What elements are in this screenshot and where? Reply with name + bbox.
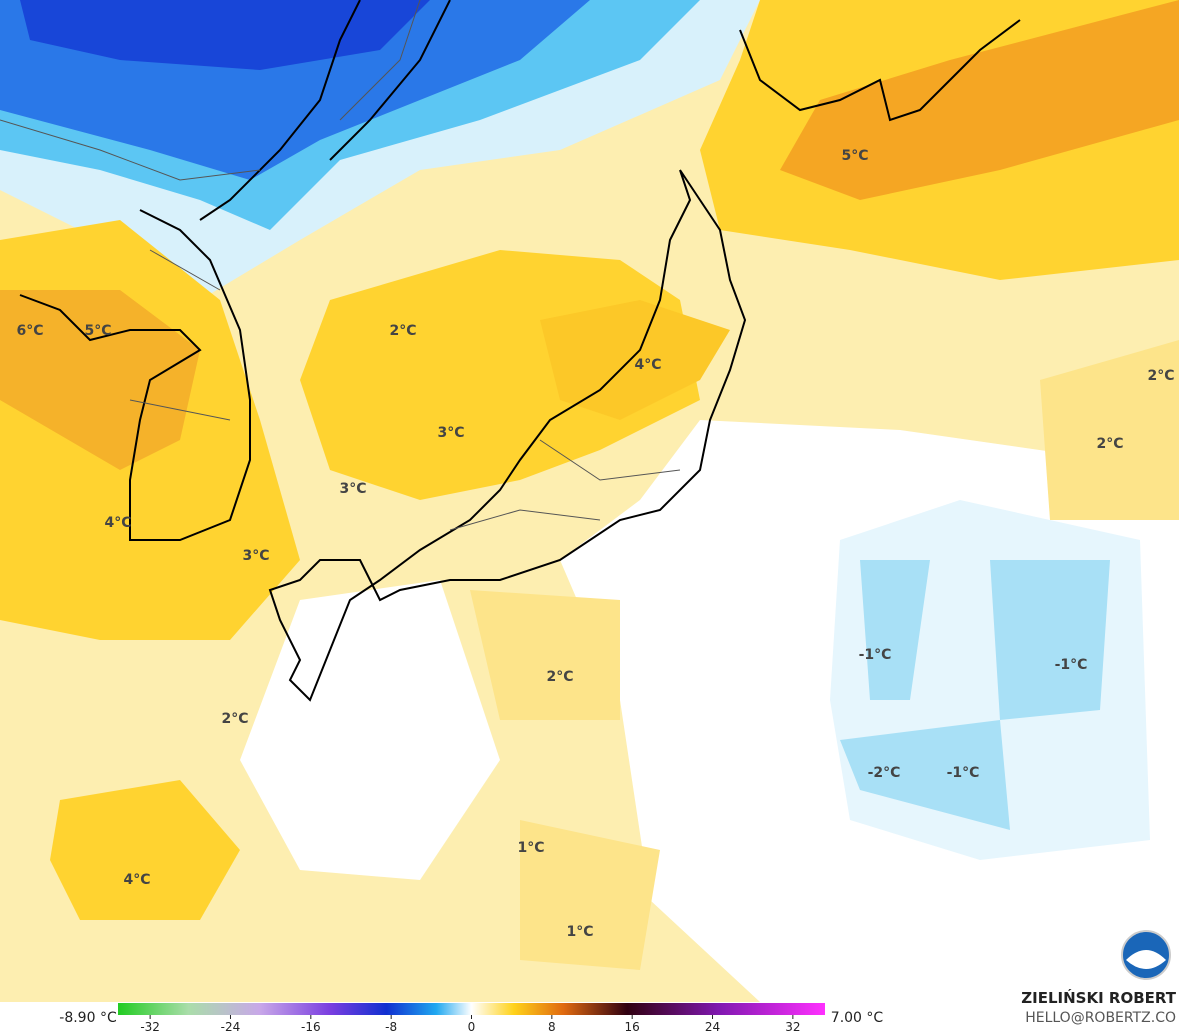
colorbar-tick-label: 24 [705,1020,720,1034]
colorbar-tick-label: -16 [301,1020,321,1034]
temp-label: 1°C [566,924,593,940]
colorbar-tick-label: 16 [625,1020,640,1034]
coastlines [19,0,1021,702]
temp-label: 6°C [16,323,43,339]
colorbar-tick-label: 8 [548,1020,556,1034]
temp-label: 3°C [242,548,269,564]
colorbar-min: -8.90 °C [59,1010,117,1026]
temp-label: 3°C [339,481,366,497]
colorbar-tick-label: -8 [385,1020,397,1034]
temp-label: 3°C [437,425,464,441]
temp-label: 4°C [634,357,661,373]
author: ZIELIŃSKI ROBERT [1021,988,1176,1007]
temp-label: -1°C [1055,657,1088,673]
logo [1121,930,1171,980]
colorbar-tick-label: 0 [468,1020,476,1034]
temp-label: -1°C [859,647,892,663]
temp-label: 5°C [84,323,111,339]
colorbar-tick-label: 32 [785,1020,800,1034]
colorbar-max: 7.00 °C [831,1010,884,1026]
contact: HELLO@ROBERTZ.CO [1025,1010,1176,1026]
colorbar-tick-label: -32 [140,1020,160,1034]
colorbar [118,1003,825,1015]
temp-label: 4°C [123,872,150,888]
temp-label: 4°C [104,515,131,531]
temp-label: 2°C [1096,436,1123,452]
map-field [0,0,1179,1002]
temp-label: -2°C [868,765,901,781]
temp-label: 2°C [389,323,416,339]
temp-label: 2°C [221,711,248,727]
temp-label: 2°C [1147,368,1174,384]
temp-label: 1°C [517,840,544,856]
labels: 6°C 5°C 2°C 5°C 4°C 2°C 3°C 2°C 3°C 4°C … [16,148,1174,940]
colorbar-tick-label: -24 [221,1020,241,1034]
temp-label: 5°C [841,148,868,164]
borders [0,0,681,531]
temp-label: -1°C [947,765,980,781]
temp-label: 2°C [546,669,573,685]
